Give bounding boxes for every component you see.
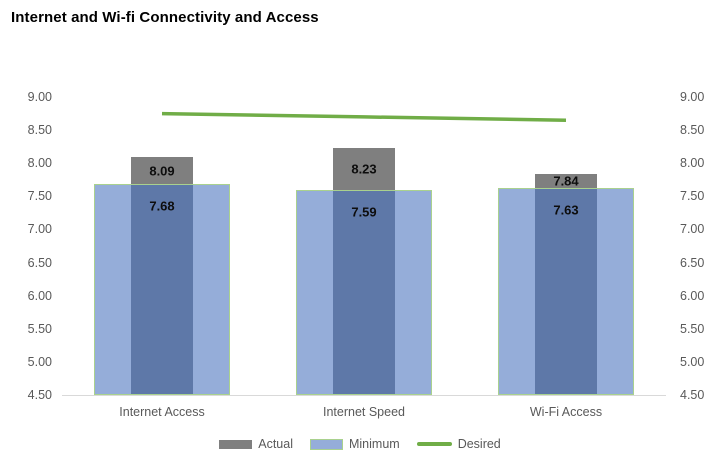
y-axis-label-left: 4.50 xyxy=(27,388,52,402)
bar-overlap-2 xyxy=(535,188,597,394)
y-axis-label-right: 7.50 xyxy=(680,189,705,204)
minimum-swatch-icon xyxy=(309,438,343,450)
data-label-actual-1: 8.23 xyxy=(351,161,377,177)
data-label-minimum-0: 7.68 xyxy=(149,198,175,214)
y-axis-label-left: 6.50 xyxy=(27,255,52,270)
actual-swatch-icon xyxy=(219,439,253,449)
bar-overlap-1 xyxy=(333,191,395,394)
y-axis-label-left: 6.00 xyxy=(27,288,52,303)
y-axis-label-right: 8.50 xyxy=(680,123,705,138)
y-axis-label-right: 8.00 xyxy=(680,156,705,171)
y-axis-label-right: 6.50 xyxy=(680,255,705,270)
category-label-1: Internet Speed xyxy=(322,405,405,419)
data-label-minimum-1: 7.59 xyxy=(351,204,377,220)
y-axis-label-left: 9.00 xyxy=(27,90,52,104)
y-axis-label-right: 4.50 xyxy=(680,388,705,402)
data-label-minimum-2: 7.63 xyxy=(553,202,579,218)
legend-item-desired: Desired xyxy=(416,437,501,451)
y-axis-label-right: 5.50 xyxy=(680,321,705,336)
data-label-actual-0: 8.09 xyxy=(149,163,175,179)
y-axis-label-right: 5.00 xyxy=(680,354,705,369)
y-axis-label-left: 5.00 xyxy=(27,354,52,369)
x-axis-line xyxy=(62,395,666,396)
category-label-0: Internet Access xyxy=(119,405,205,419)
y-axis-label-right: 6.00 xyxy=(680,288,705,303)
desired-line-swatch-icon xyxy=(416,442,452,446)
y-axis-label-right: 7.00 xyxy=(680,222,705,237)
legend-item-minimum: Minimum xyxy=(309,437,400,451)
y-axis-label-right: 9.00 xyxy=(680,90,705,104)
bar-overlap-0 xyxy=(131,185,193,394)
y-axis-label-left: 7.00 xyxy=(27,222,52,237)
y-axis-label-left: 8.50 xyxy=(27,123,52,138)
y-axis-label-left: 7.50 xyxy=(27,189,52,204)
data-label-actual-2: 7.84 xyxy=(553,173,579,189)
category-label-2: Wi-Fi Access xyxy=(529,405,603,419)
y-axis-label-left: 8.00 xyxy=(27,156,52,171)
y-axis-label-left: 5.50 xyxy=(27,321,52,336)
desired-line xyxy=(161,111,567,122)
legend-label-desired: Desired xyxy=(457,437,501,451)
legend-item-actual: Actual xyxy=(219,437,293,451)
legend-label-minimum: Minimum xyxy=(348,437,400,451)
legend: Actual Minimum Desired xyxy=(0,437,720,451)
chart-title: Internet and Wi-fi Connectivity and Acce… xyxy=(11,9,319,26)
legend-label-actual: Actual xyxy=(258,437,293,451)
